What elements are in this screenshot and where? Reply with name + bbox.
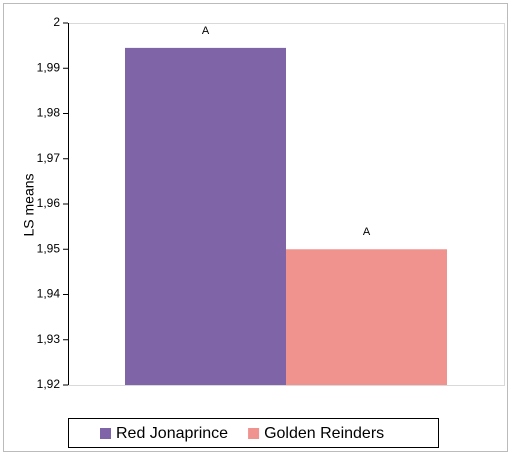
legend-swatch [100, 428, 111, 439]
y-tick-label: 1,96 [37, 196, 61, 210]
bar [125, 47, 286, 385]
y-tick-label: 1,93 [37, 332, 61, 346]
y-tick-label: 2 [53, 15, 60, 29]
legend-label: Golden Reinders [264, 425, 384, 442]
y-tick-label: 1,99 [37, 60, 61, 74]
y-tick-label: 1,98 [37, 106, 61, 120]
bar-annotation: A [202, 25, 210, 37]
bar [286, 249, 447, 385]
bar-annotation: A [363, 226, 371, 238]
y-tick-label: 1,92 [37, 377, 61, 391]
legend-swatch [248, 428, 260, 439]
y-tick-label: 1,97 [37, 151, 61, 165]
legend-label: Red Jonaprince [116, 425, 228, 442]
y-tick-label: 1,95 [37, 241, 61, 255]
y-tick-label: 1,94 [37, 287, 61, 301]
y-axis-label: LS means [21, 173, 37, 236]
